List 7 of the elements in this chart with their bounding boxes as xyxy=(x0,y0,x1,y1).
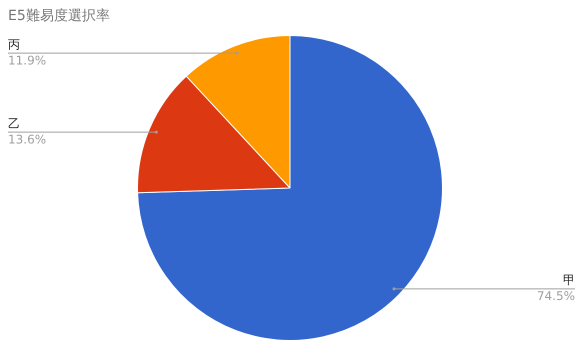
data-label: 11.9% xyxy=(8,53,46,68)
slice-label: 甲 xyxy=(563,272,575,287)
slice-label: 乙 xyxy=(8,116,20,130)
data-label: 74.5% xyxy=(536,288,575,303)
data-label: 13.6% xyxy=(8,132,46,146)
chart-title: E5難易度選択率 xyxy=(8,8,110,24)
slice-label: 丙 xyxy=(8,37,20,52)
